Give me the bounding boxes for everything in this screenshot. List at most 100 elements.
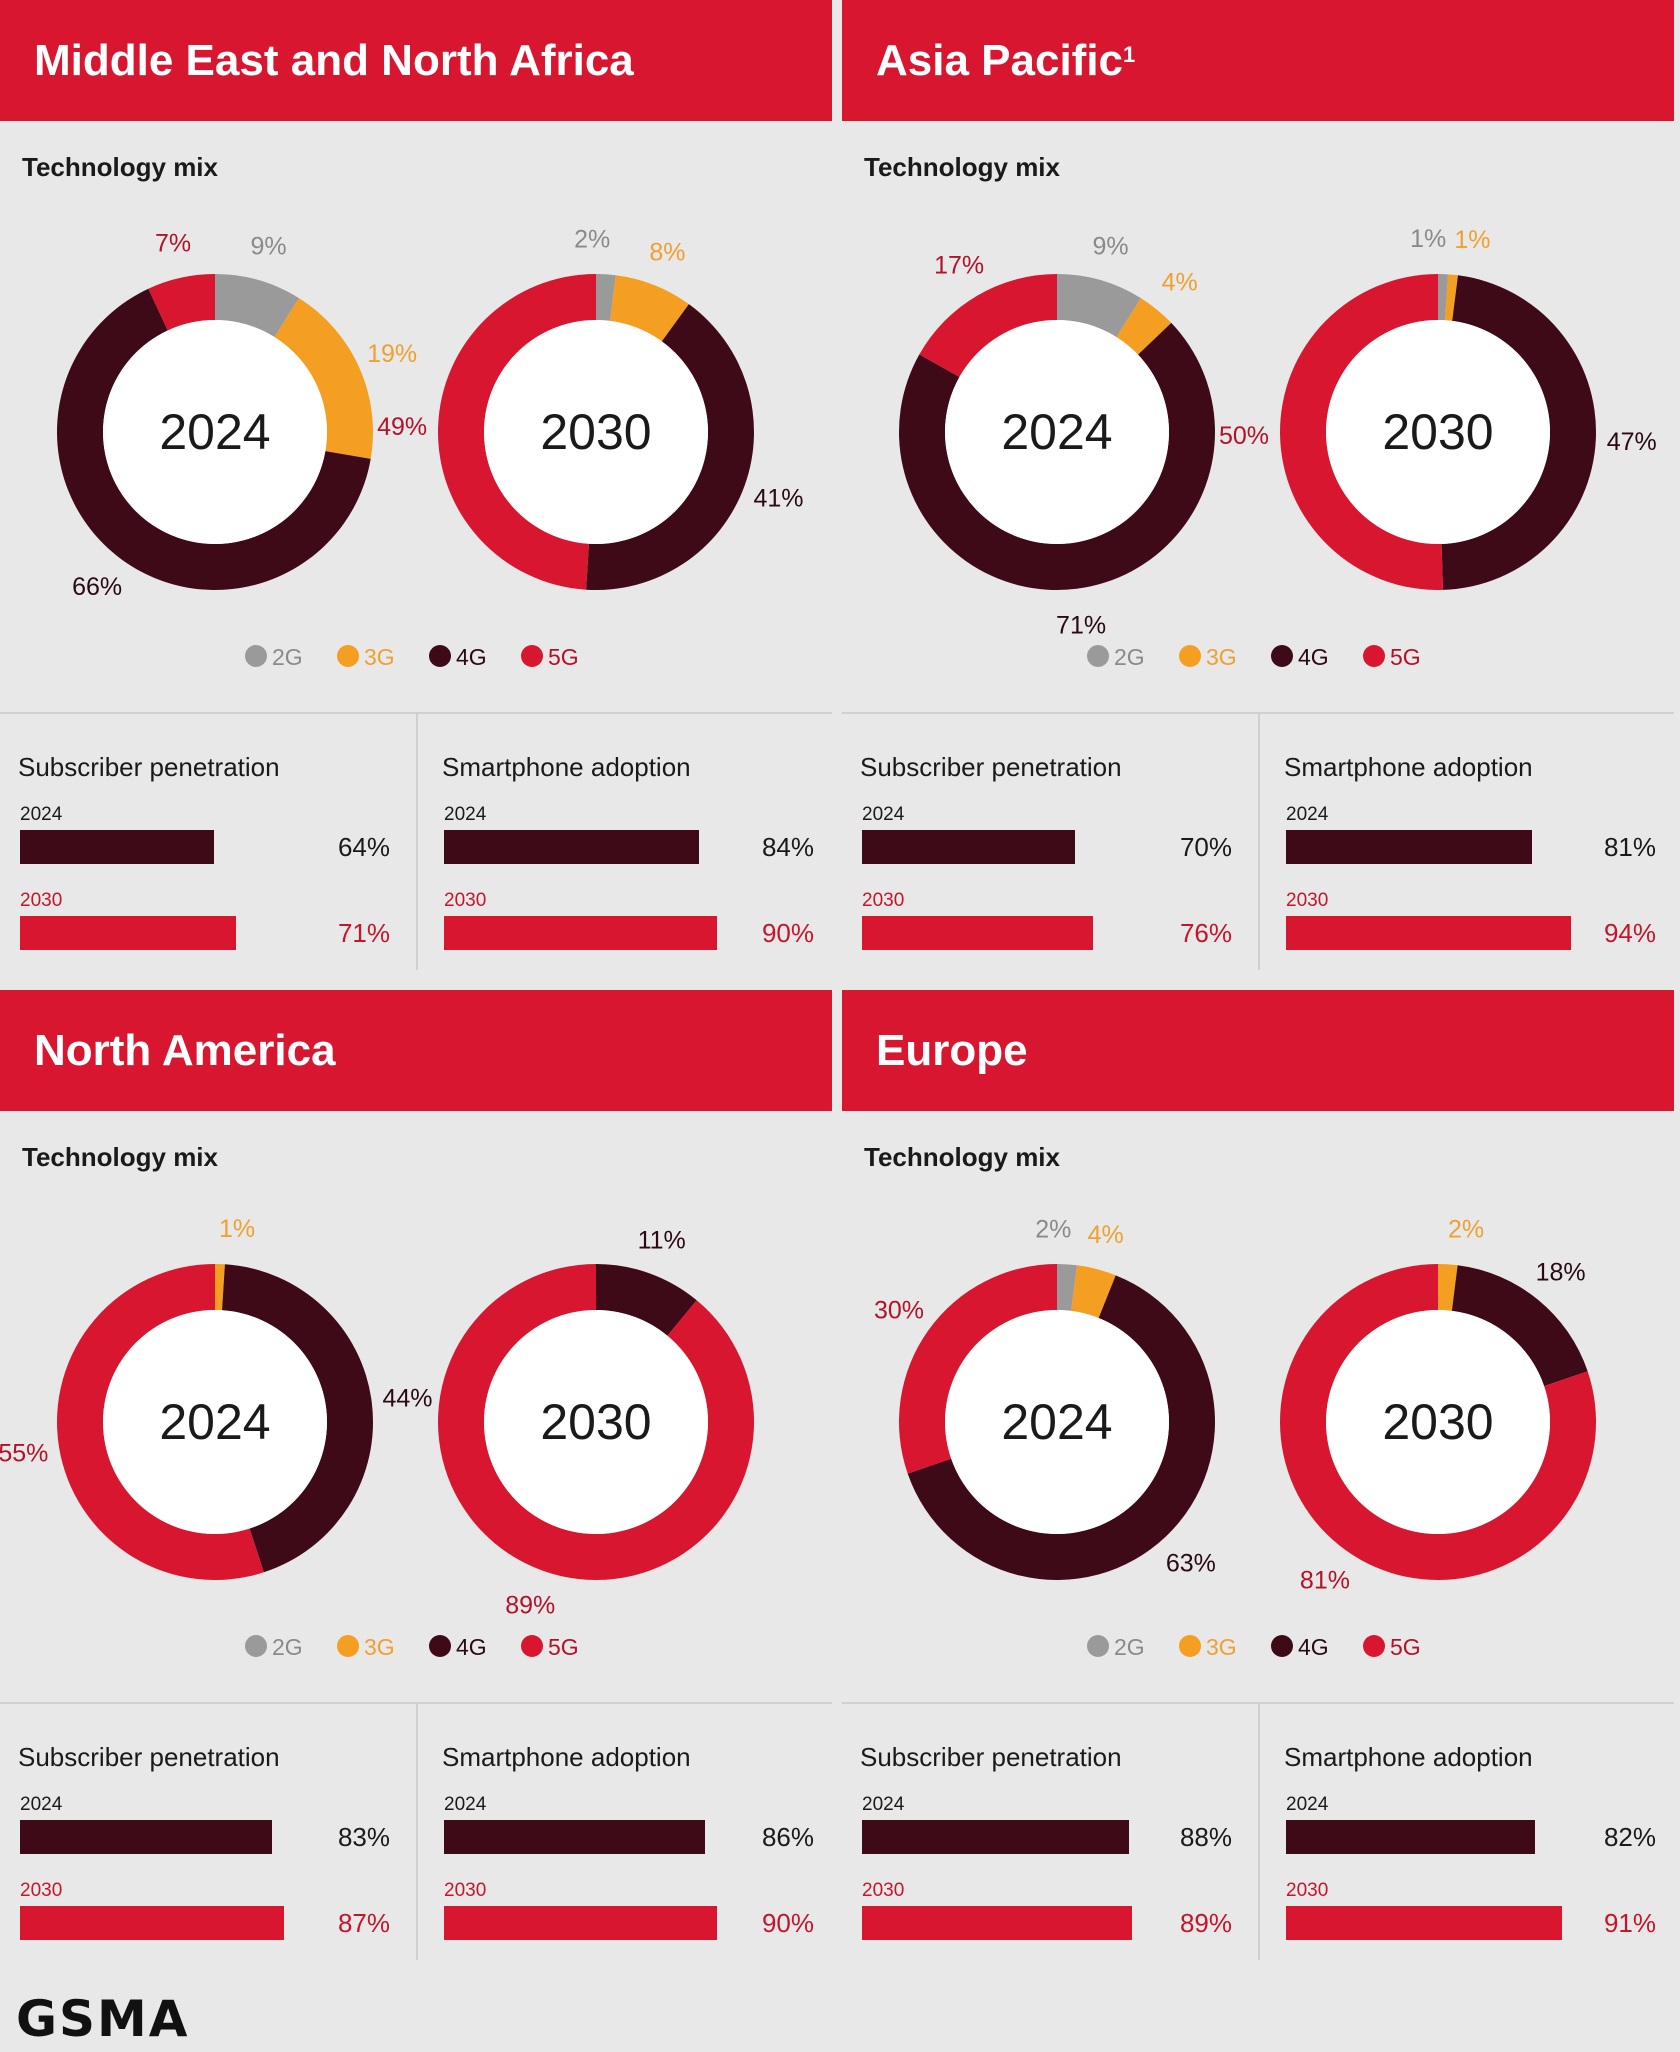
subscriber-penetration-bar-2024	[20, 830, 215, 864]
smartphone-adoption-metric: Smartphone adoption 2024 86% 2030 90%	[424, 1702, 840, 1960]
region-title: North America	[34, 1025, 336, 1075]
smartphone-adoption-title: Smartphone adoption	[1284, 1742, 1533, 1772]
legend-label: 5G	[548, 1634, 579, 1660]
subscriber-penetration-value-2030: 87%	[337, 1908, 390, 1938]
region-header: Asia Pacific 1	[842, 0, 1674, 121]
donut-year-label: 2024	[159, 1394, 270, 1450]
smartphone-adoption-bar-2030	[1286, 1906, 1563, 1940]
smartphone-adoption-title: Smartphone adoption	[442, 1742, 691, 1772]
bar-year-label: 2024	[1286, 1794, 1329, 1815]
smartphone-adoption-value-2024: 86%	[761, 1822, 814, 1852]
donut-segment-3g	[215, 1264, 225, 1311]
smartphone-adoption-value-2024: 84%	[761, 832, 814, 862]
smartphone-adoption-bar-2024	[444, 830, 700, 864]
segment-value-label: 50%	[1219, 422, 1269, 450]
smartphone-adoption-metric: Smartphone adoption 2024 82% 2030 91%	[1266, 1702, 1680, 1960]
smartphone-adoption-value-2024: 81%	[1603, 832, 1656, 862]
donut-year-label: 2024	[1001, 1394, 1112, 1450]
footnote-marker: 1	[1123, 41, 1136, 67]
segment-value-label: 89%	[505, 1592, 555, 1620]
donut-center	[103, 1310, 327, 1534]
legend-label: 3G	[1206, 1634, 1237, 1660]
donut-segment-4g	[222, 1264, 374, 1573]
smartphone-adoption-value-2030: 91%	[1603, 1908, 1656, 1938]
donut-segment-2g	[1057, 1264, 1078, 1311]
technology-mix-donuts: 9% 4% 71% 17% 2024 1% 1% 47% 50% 2030 2G 3G 4G 5G	[899, 225, 1657, 670]
donut-year-label: 2024	[159, 404, 270, 460]
region-panel: Middle East and North Africa Technology m…	[0, 0, 832, 970]
segment-value-label: 63%	[1166, 1549, 1216, 1577]
legend-label: 2G	[272, 644, 303, 670]
smartphone-adoption-bar-2024	[444, 1820, 706, 1854]
segment-value-label: 17%	[934, 251, 984, 279]
subscriber-penetration-metric: Subscriber penetration 2024 88% 2030 89%	[842, 1702, 1258, 1960]
subscriber-penetration-bar-2030	[862, 1906, 1133, 1940]
technology-mix-label: Technology mix	[864, 152, 1060, 182]
donut-segment-5g	[899, 1264, 1057, 1474]
technology-mix-donuts: 2% 4% 63% 30% 2024 2% 18% 81% 2030 2G 3G 4G 5G	[874, 1215, 1596, 1660]
bar-year-label: 2030	[862, 890, 905, 911]
subscriber-penetration-bar-2024	[862, 1820, 1130, 1854]
donut-segment-5g	[919, 274, 1057, 378]
smartphone-adoption-value-2024: 82%	[1603, 1822, 1656, 1852]
column-divider	[1258, 712, 1260, 970]
technology-mix-donuts: 1% 44% 55% 2024 11% 89% 2030 2G 3G 4G 5G	[0, 1215, 755, 1660]
subscriber-penetration-title: Subscriber penetration	[18, 752, 280, 782]
bar-year-label: 2024	[20, 1794, 63, 1815]
region-panel: North America Technology mix 1% 44% 55% 2024 1…	[0, 990, 832, 1960]
bar-year-label: 2024	[862, 1794, 905, 1815]
segment-value-label: 1%	[1410, 225, 1446, 253]
legend-label: 3G	[364, 644, 395, 670]
legend-swatch-4g	[1271, 645, 1293, 667]
segment-value-label: 9%	[251, 233, 287, 261]
legend-label: 2G	[1114, 644, 1145, 670]
subscriber-penetration-metric: Subscriber penetration 2024 83% 2030 87%	[0, 1702, 416, 1960]
legend-swatch-2g	[1087, 1635, 1109, 1657]
region-panel: Europe Technology mix 2% 4% 63% 30% 2024 2% 18% 8…	[842, 990, 1674, 1960]
region-header: Middle East and North Africa	[0, 0, 832, 121]
bar-year-label: 2030	[20, 890, 63, 911]
technology-mix-label: Technology mix	[864, 1142, 1060, 1172]
donut-center	[484, 320, 708, 544]
bar-year-label: 2024	[862, 804, 905, 825]
technology-mix-donuts: 9% 19% 66% 7% 2024 2% 8% 41% 49% 2030 2G 3G 4G 5G	[57, 225, 804, 670]
technology-mix-label: Technology mix	[22, 152, 218, 182]
column-divider	[416, 712, 418, 970]
smartphone-adoption-bar-2024	[1286, 830, 1532, 864]
donut-segment-2g	[1057, 274, 1141, 338]
subscriber-penetration-metric: Subscriber penetration 2024 64% 2030 71%	[0, 712, 416, 970]
donut-segment-3g	[1071, 1265, 1116, 1319]
smartphone-adoption-bar-2030	[444, 916, 718, 950]
smartphone-adoption-bar-2030	[1286, 916, 1572, 950]
subscriber-penetration-value-2030: 89%	[1179, 1908, 1232, 1938]
segment-value-label: 1%	[219, 1215, 255, 1243]
legend-swatch-3g	[1179, 1635, 1201, 1657]
segment-value-label: 66%	[72, 573, 122, 601]
region-header: North America	[0, 990, 832, 1111]
segment-value-label: 2%	[1448, 1215, 1484, 1243]
segment-value-label: 71%	[1056, 612, 1106, 640]
legend-swatch-5g	[521, 645, 543, 667]
legend-swatch-2g	[245, 645, 267, 667]
donut-segment-4g	[1441, 275, 1597, 590]
smartphone-adoption-title: Smartphone adoption	[442, 752, 691, 782]
legend-label: 5G	[1390, 644, 1421, 670]
subscriber-penetration-value-2030: 71%	[337, 918, 390, 948]
donut-segment-2g	[215, 274, 299, 338]
subscriber-penetration-value-2030: 76%	[1179, 918, 1232, 948]
bar-year-label: 2024	[444, 804, 487, 825]
segment-value-label: 55%	[0, 1439, 48, 1467]
region-title: Europe	[876, 1025, 1028, 1075]
technology-mix-label: Technology mix	[22, 1142, 218, 1172]
segment-value-label: 4%	[1088, 1221, 1124, 1249]
smartphone-adoption-value-2030: 90%	[761, 918, 814, 948]
smartphone-adoption-bar-2030	[444, 1906, 718, 1940]
segment-value-label: 4%	[1162, 269, 1198, 297]
legend-swatch-2g	[1087, 645, 1109, 667]
donut-segment-3g	[1445, 274, 1459, 321]
segment-value-label: 18%	[1536, 1259, 1586, 1287]
legend-label: 5G	[548, 644, 579, 670]
donut-segment-3g	[610, 275, 689, 342]
donut-segment-4g	[57, 288, 371, 590]
segment-value-label: 47%	[1607, 428, 1657, 456]
